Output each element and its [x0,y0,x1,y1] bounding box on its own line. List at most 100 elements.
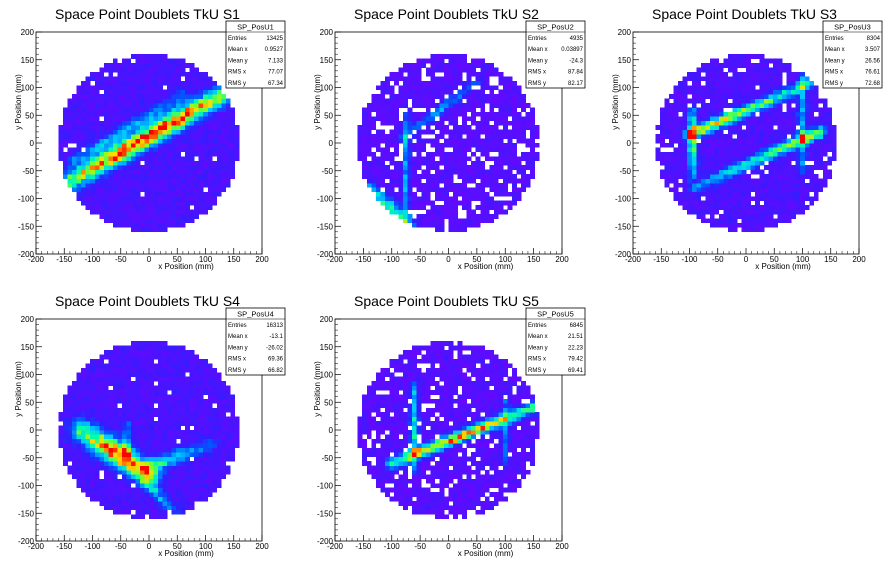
heatmap-bin [687,138,693,144]
heatmap-bin [207,147,213,153]
heatmap-bin [453,94,458,99]
heatmap-bin [773,80,778,86]
heatmap-bin [498,182,504,188]
heatmap-bin [696,94,702,99]
heatmap-bin [462,160,467,166]
heatmap-bin [139,461,145,466]
heatmap-bin [366,125,372,130]
heatmap-bin [94,103,100,108]
heatmap-bin [90,151,96,157]
heatmap-bin [167,478,172,484]
heatmap-bin [759,196,765,202]
heatmap-bin [108,430,114,435]
heatmap-bin [212,465,218,471]
heatmap-bin [366,138,372,144]
heatmap-bin [117,372,123,378]
heatmap-bin [380,147,386,153]
heatmap-bin [380,160,386,166]
heatmap-bin [768,174,774,179]
heatmap-bin [375,187,381,193]
heatmap-bin [85,85,91,91]
heatmap-bin [149,447,154,453]
heatmap-bin [521,169,526,175]
heatmap-bin [471,89,477,95]
heatmap-bin [121,425,127,431]
heatmap-bin [203,465,209,471]
heatmap-bin [457,107,463,113]
heatmap-bin [135,501,141,506]
heatmap-bin [800,156,806,162]
heatmap-bin [827,120,833,126]
heatmap-bin [130,165,136,170]
heatmap-bin [149,76,154,82]
heatmap-bin [85,461,91,466]
heatmap-bin [176,407,181,413]
heatmap-bin [180,120,186,126]
heatmap-bin [412,169,418,175]
heatmap-bin [176,412,181,417]
heatmap-bin [822,98,828,104]
heatmap-bin [439,116,445,122]
heatmap-bin [212,147,218,153]
heatmap-bin [171,218,177,224]
heatmap-bin [480,67,486,73]
heatmap-bin [189,363,195,369]
heatmap-bin [678,196,684,202]
heatmap-bin [466,71,472,77]
heatmap-bin [58,147,64,153]
heatmap-bin [139,487,145,493]
heatmap-bin [112,363,118,369]
heatmap-bin [831,151,837,157]
heatmap-bin [162,376,168,382]
heatmap-bin [121,120,127,126]
heatmap-bin [732,67,738,73]
heatmap-bin [72,469,77,475]
heatmap-bin [777,178,783,184]
heatmap-bin [176,469,181,475]
heatmap-bin [144,367,150,373]
heatmap-bin [691,71,697,77]
heatmap-bin [746,89,751,95]
heatmap-bin [103,147,109,153]
heatmap-bin [714,103,720,108]
heatmap-bin [135,209,141,215]
heatmap-bin [171,456,177,462]
heatmap-bin [727,200,733,206]
heatmap-bin [194,151,200,157]
heatmap-bin [366,103,372,108]
heatmap-bin [525,120,531,126]
heatmap-bin [108,200,114,206]
stats-label: RMS y [528,81,546,87]
heatmap-bin [682,178,688,184]
heatmap-bin [705,187,711,193]
heatmap-bin [76,452,82,457]
heatmap-bin [375,116,381,122]
heatmap-bin [185,205,190,210]
heatmap-bin [755,103,760,108]
heatmap-bin [443,116,449,122]
heatmap-bin [425,178,431,184]
heatmap-bin [153,58,159,64]
heatmap-bin [63,169,68,175]
heatmap-bin [67,178,73,184]
heatmap-bin [194,430,200,435]
heatmap-bin [194,358,200,364]
heatmap-bin [149,416,154,422]
heatmap-bin [818,134,824,139]
heatmap-bin [194,461,200,466]
heatmap-bin [158,469,163,475]
heatmap-bin [493,94,499,99]
heatmap-bin [773,191,778,197]
heatmap-bin [705,178,711,184]
heatmap-bin [462,156,467,162]
heatmap-bin [108,98,114,104]
heatmap-bin [723,147,729,153]
heatmap-bin [759,222,765,228]
heatmap-bin [746,98,751,104]
heatmap-bin [203,430,209,435]
heatmap-bin [512,107,517,113]
heatmap-bin [421,200,427,206]
heatmap-bin [430,111,436,117]
heatmap-bin [759,116,765,122]
heatmap-bin [394,160,399,166]
